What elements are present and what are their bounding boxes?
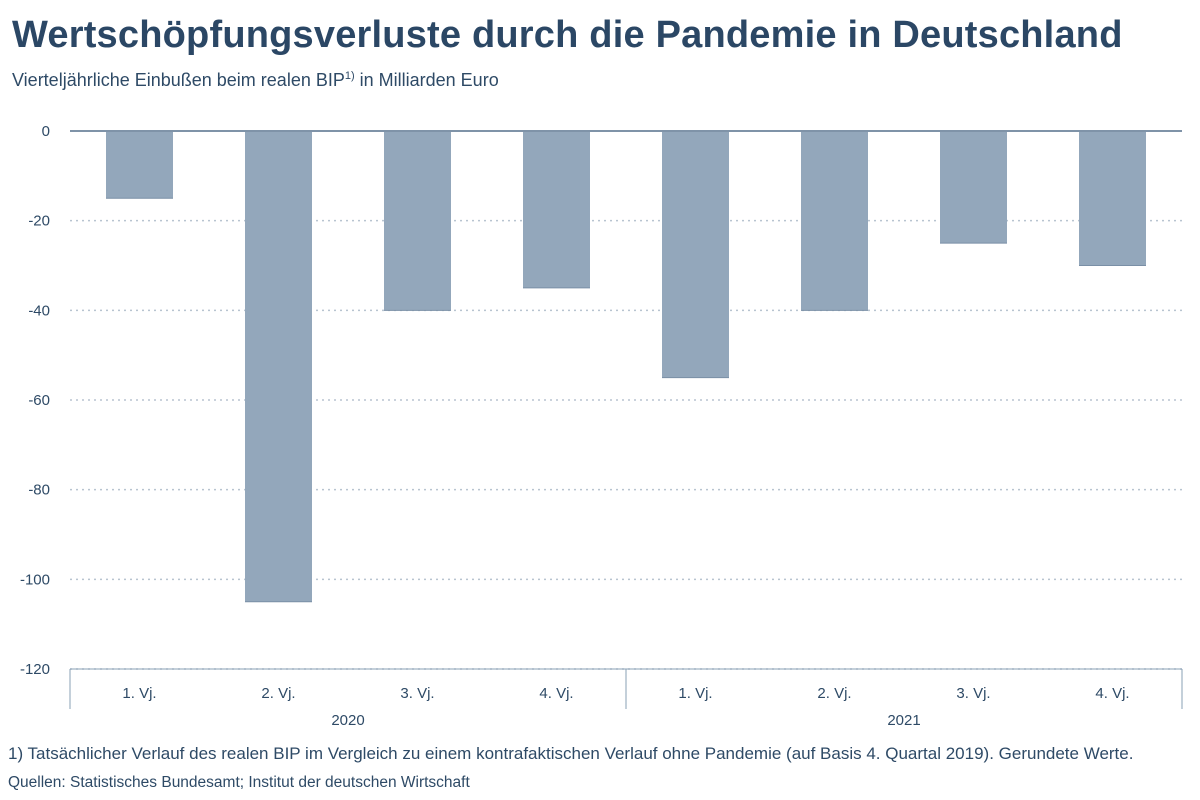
x-tick-label: 4. Vj.	[539, 685, 573, 702]
bar	[523, 131, 590, 288]
x-tick-label: 1. Vj.	[122, 685, 156, 702]
bar	[1079, 131, 1146, 266]
x-tick-label: 3. Vj.	[400, 685, 434, 702]
subtitle-text: Vierteljährliche Einbußen beim realen BI…	[12, 70, 345, 90]
y-tick-label: -60	[28, 392, 50, 409]
x-tick-label: 2. Vj.	[817, 685, 851, 702]
x-group-label: 2020	[331, 712, 364, 729]
x-group-label: 2021	[887, 712, 920, 729]
chart-title: Wertschöpfungsverluste durch die Pandemi…	[12, 14, 1123, 56]
y-tick-label: -40	[28, 302, 50, 319]
y-tick-label: -100	[20, 571, 50, 588]
bar	[801, 131, 868, 311]
x-tick-label: 3. Vj.	[956, 685, 990, 702]
chart-subtitle: Vierteljährliche Einbußen beim realen BI…	[12, 70, 499, 91]
bar	[940, 131, 1007, 244]
bar-chart: 0 -20 -40 -60 -80 -100 -120 1. Vj. 2. Vj. 3. Vj. 4…	[20, 123, 1183, 729]
bar	[384, 131, 451, 311]
bar	[662, 131, 729, 378]
x-tick-label: 4. Vj.	[1095, 685, 1129, 702]
bar	[106, 131, 173, 199]
y-tick-label: 0	[42, 123, 50, 140]
x-tick-label: 1. Vj.	[678, 685, 712, 702]
footnote: 1) Tatsächlicher Verlauf des realen BIP …	[8, 744, 1134, 763]
x-tick-label: 2. Vj.	[261, 685, 295, 702]
subtitle-unit: in Milliarden Euro	[354, 70, 499, 90]
y-tick-label: -80	[28, 482, 50, 499]
y-tick-label: -20	[28, 213, 50, 230]
y-tick-label: -120	[20, 661, 50, 678]
subtitle-footnote-marker: 1)	[344, 70, 355, 82]
bar	[245, 131, 312, 602]
source-note: Quellen: Statistisches Bundesamt; Instit…	[8, 774, 470, 791]
